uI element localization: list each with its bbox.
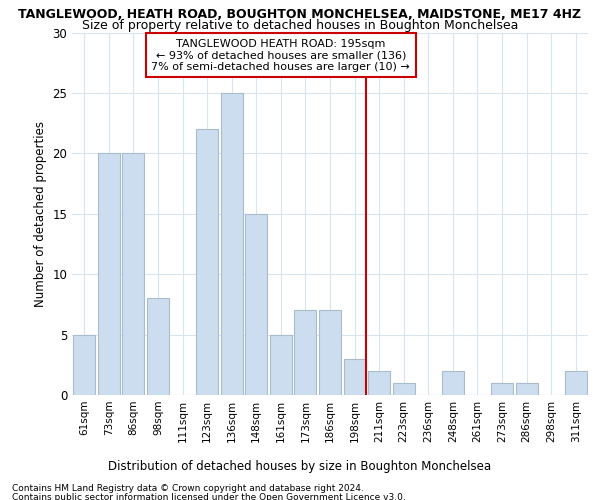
Text: TANGLEWOOD HEATH ROAD: 195sqm
← 93% of detached houses are smaller (136)
7% of s: TANGLEWOOD HEATH ROAD: 195sqm ← 93% of d… bbox=[151, 38, 410, 72]
Bar bbox=[245, 214, 268, 395]
Bar bbox=[442, 371, 464, 395]
Text: Contains public sector information licensed under the Open Government Licence v3: Contains public sector information licen… bbox=[12, 492, 406, 500]
Bar bbox=[196, 129, 218, 395]
Bar bbox=[98, 154, 120, 395]
Bar bbox=[565, 371, 587, 395]
Bar bbox=[147, 298, 169, 395]
Text: Size of property relative to detached houses in Boughton Monchelsea: Size of property relative to detached ho… bbox=[82, 18, 518, 32]
Bar bbox=[221, 93, 243, 395]
Bar bbox=[368, 371, 390, 395]
Bar bbox=[295, 310, 316, 395]
Bar bbox=[392, 383, 415, 395]
Bar bbox=[515, 383, 538, 395]
Y-axis label: Number of detached properties: Number of detached properties bbox=[34, 120, 47, 306]
Bar bbox=[319, 310, 341, 395]
Bar bbox=[491, 383, 513, 395]
Bar bbox=[270, 334, 292, 395]
Bar bbox=[73, 334, 95, 395]
Text: TANGLEWOOD, HEATH ROAD, BOUGHTON MONCHELSEA, MAIDSTONE, ME17 4HZ: TANGLEWOOD, HEATH ROAD, BOUGHTON MONCHEL… bbox=[19, 8, 581, 20]
Text: Distribution of detached houses by size in Boughton Monchelsea: Distribution of detached houses by size … bbox=[109, 460, 491, 473]
Bar bbox=[122, 154, 145, 395]
Bar bbox=[344, 359, 365, 395]
Text: Contains HM Land Registry data © Crown copyright and database right 2024.: Contains HM Land Registry data © Crown c… bbox=[12, 484, 364, 493]
